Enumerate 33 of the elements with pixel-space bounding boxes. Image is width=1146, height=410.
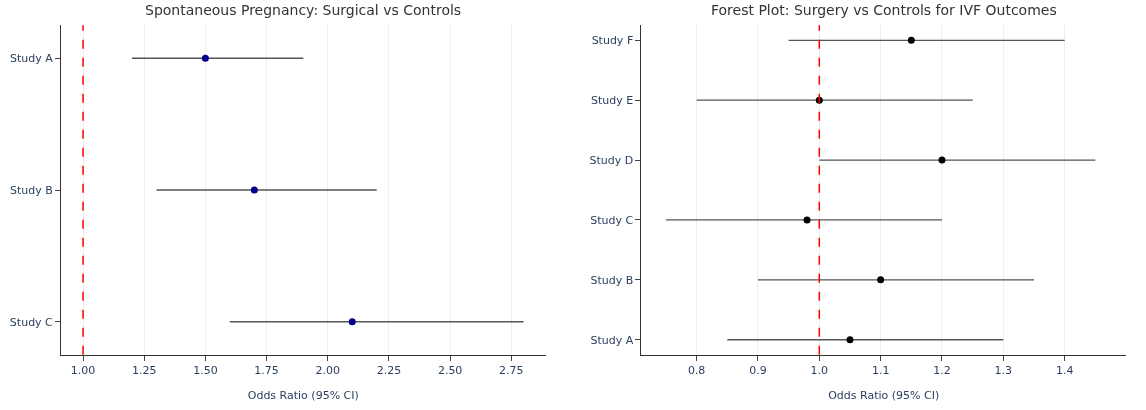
y-tick-label: Study B: [590, 273, 634, 287]
x-tick-label: 2.25: [376, 363, 402, 377]
x-tick-label: 1.0: [810, 363, 829, 377]
x-tick-label: 2.75: [499, 363, 524, 377]
x-tick-label: 0.8: [687, 363, 706, 377]
y-tick-label: Study F: [591, 34, 634, 48]
x-tick-label: 0.9: [749, 363, 767, 377]
x-tick-label: 1.2: [933, 363, 951, 377]
y-tick-label: Study A: [10, 52, 54, 66]
x-tick-label: 1.00: [70, 363, 96, 377]
y-tick-label: Study E: [591, 94, 634, 108]
x-axis-title: Odds Ratio (95% CI): [247, 389, 359, 403]
y-tick-label: Study A: [590, 333, 634, 347]
y-tick-label: Study D: [589, 153, 634, 167]
point: [938, 156, 946, 164]
x-tick-label: 1.50: [193, 363, 218, 377]
point: [846, 336, 854, 344]
point: [803, 216, 811, 224]
y-tick-label: Study C: [590, 213, 634, 227]
x-tick-label: 1.75: [254, 363, 279, 377]
point: [877, 276, 885, 284]
x-tick-label: 1.3: [994, 363, 1013, 377]
y-tick-label: Study B: [9, 183, 53, 197]
chart-title: Spontaneous Pregnancy: Surgical vs Controls: [145, 2, 462, 18]
x-tick-label: 1.4: [1055, 363, 1074, 377]
chart-title: Forest Plot: Surgery vs Controls for IVF Outcomes: [711, 2, 1057, 18]
x-tick-label: 2.00: [315, 363, 341, 377]
x-tick-label: 2.50: [437, 363, 463, 377]
x-tick-label: 1.25: [131, 363, 157, 377]
x-axis-title: Odds Ratio (95% CI): [828, 389, 940, 403]
y-tick-label: Study C: [9, 315, 54, 329]
x-tick-label: 1.1: [871, 363, 890, 377]
point: [907, 36, 915, 44]
